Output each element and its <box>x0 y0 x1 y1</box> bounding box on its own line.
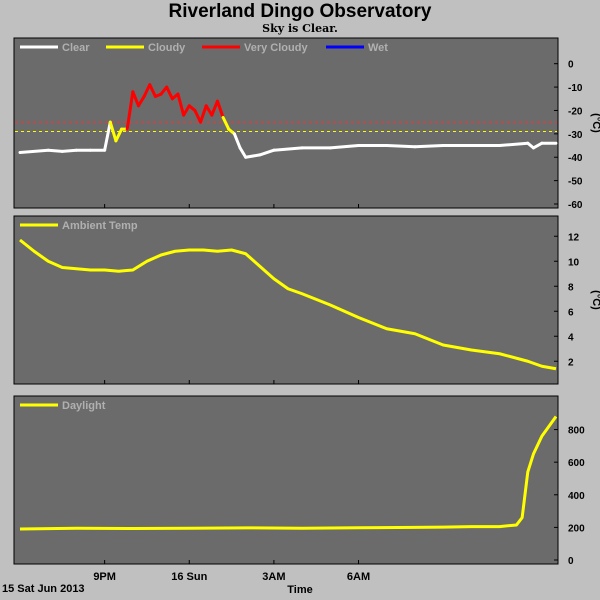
y-tick-label: -60 <box>568 200 583 211</box>
sky-temp-segment <box>258 148 276 157</box>
legend-label: Daylight <box>62 400 106 412</box>
sky-temp-segment <box>210 99 219 117</box>
x-tick-label: 6AM <box>347 571 370 583</box>
sky-temp-segment <box>272 146 304 152</box>
sky-temp-segment <box>46 148 64 153</box>
sky-temp-segment <box>148 83 157 98</box>
y-tick-label: 10 <box>568 257 580 268</box>
y-tick-label: 8 <box>568 282 574 293</box>
sky-temp-segment <box>108 120 118 143</box>
sky-temp-segment <box>103 120 112 152</box>
legend-label: Clear <box>62 42 90 54</box>
legend-label: Cloudy <box>148 42 186 54</box>
y-tick-label: -30 <box>568 130 583 141</box>
sky-temp-segment <box>114 127 124 143</box>
y-tick-label: -40 <box>568 153 583 164</box>
plot-panel <box>13 395 559 565</box>
y-tick-label: 12 <box>568 232 580 243</box>
daylight-line <box>19 415 558 531</box>
plot-panel <box>13 215 559 385</box>
y-tick-label: 600 <box>568 458 585 469</box>
y-tick-label: -10 <box>568 83 583 94</box>
y-tick-label: -20 <box>568 106 583 117</box>
y-tick-label: 6 <box>568 307 574 318</box>
y-tick-label: 400 <box>568 491 585 502</box>
y-unit-label: (°C) <box>590 290 600 310</box>
sky-temp-segment <box>165 85 174 101</box>
y-tick-label: -50 <box>568 177 583 188</box>
legend-label: Very Cloudy <box>244 42 308 54</box>
plot-panel <box>13 37 559 209</box>
start-date-label: 15 Sat Jun 2013 <box>2 583 85 595</box>
y-tick-label: 0 <box>568 556 574 567</box>
panel-sky: 0 -10 -20 -30 -40 -50 -60 (°C) Clear Cloudy Very C… <box>13 37 600 211</box>
x-tick-label: 9PM <box>93 571 116 583</box>
panel-daylight: 0 200 400 600 800 Daylight <box>13 395 585 567</box>
sky-temp-segment <box>498 141 530 148</box>
legend-label: Wet <box>368 42 388 54</box>
y-tick-label: 4 <box>568 332 574 343</box>
x-tick-label: 16 Sun <box>171 571 207 583</box>
sky-temp-segment <box>232 132 242 150</box>
sky-temp-segment <box>193 108 203 124</box>
sky-temp-segment <box>60 148 78 153</box>
sky-temp-segment <box>244 153 262 159</box>
sky-temp-segment <box>136 94 146 108</box>
sky-temp-segment <box>531 141 544 150</box>
x-tick-label: 3AM <box>262 571 285 583</box>
sky-temp-segment <box>131 90 140 108</box>
sky-status: Sky is Clear. <box>262 22 338 35</box>
sky-temp-segment <box>125 90 135 131</box>
sky-temp-segment <box>18 148 50 155</box>
sky-temp-segment <box>215 99 225 119</box>
sky-temp-segment <box>221 115 231 131</box>
sky-temp-segment <box>182 104 191 117</box>
y-tick-label: 2 <box>568 357 574 368</box>
ambient-line <box>19 238 557 371</box>
sky-temp-segment <box>328 144 361 150</box>
legend-label: Ambient Temp <box>62 220 138 232</box>
sky-temp-segment <box>142 83 152 98</box>
y-tick-label: 0 <box>568 60 574 71</box>
y-unit-label: (°C) <box>590 113 600 133</box>
y-tick-label: 200 <box>568 523 585 534</box>
sky-temp-segment <box>176 92 186 117</box>
chart-title: Riverland Dingo Observatory <box>168 1 432 22</box>
y-tick-label: 800 <box>568 426 585 437</box>
sky-temp-segment <box>413 144 445 149</box>
sky-temp-segment <box>199 104 208 124</box>
x-axis-title: Time <box>287 584 313 596</box>
sky-temp-segment <box>385 144 417 149</box>
panel-ambient: 2 4 6 8 10 12 (°C) Ambient Temp <box>13 215 600 385</box>
sky-temp-segment <box>238 146 248 159</box>
